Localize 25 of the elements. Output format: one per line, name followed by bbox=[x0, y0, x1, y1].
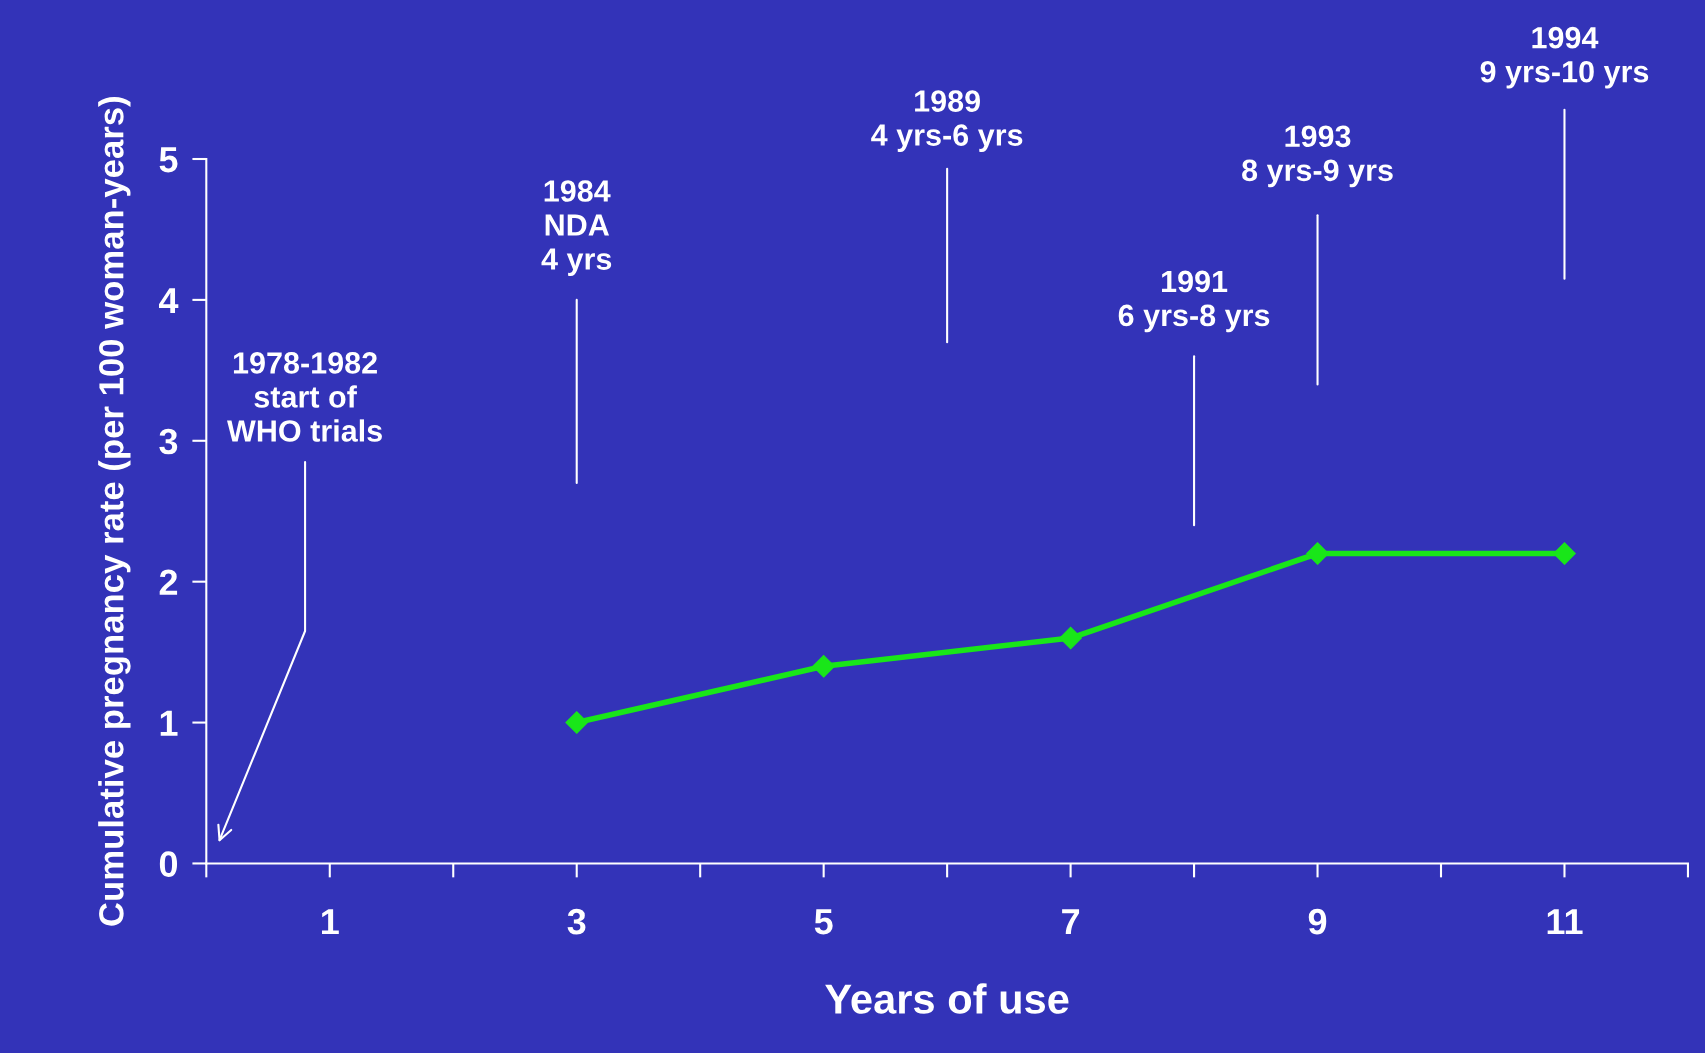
text: 1994 9 yrs-10 yrs bbox=[1480, 26, 1649, 89]
y-tick-label: 1 bbox=[160, 710, 178, 736]
point bbox=[1059, 626, 1082, 650]
annotation: 1993 8 yrs-9 yrs bbox=[1242, 125, 1393, 188]
x-tick-label: 9 bbox=[1308, 908, 1327, 935]
y-axis-title: Cumulative pregnancy rate (per 100 woman-years) bbox=[98, 97, 131, 926]
x-axis-title: Years of use bbox=[825, 983, 1069, 1014]
annotation: 1991 6 yrs-8 yrs bbox=[1118, 270, 1270, 333]
y-tick-label: 4 bbox=[158, 288, 179, 313]
x-tick-label: 3 bbox=[567, 908, 586, 935]
annotation: 1984 NDA 4 yrs bbox=[541, 180, 612, 276]
x-tick-label: 1 bbox=[322, 909, 339, 935]
y-tick-label: 3 bbox=[159, 428, 178, 455]
y-tick-label: 0 bbox=[159, 851, 178, 877]
x-tick-label: 7 bbox=[1062, 909, 1080, 935]
annotation: 1978-1982 start of WHO trials bbox=[227, 352, 382, 442]
point bbox=[1553, 542, 1576, 565]
y-tick-label: 5 bbox=[159, 147, 178, 173]
x-tick-label: 5 bbox=[814, 909, 833, 935]
point bbox=[1306, 542, 1329, 565]
y-tick-label: 2 bbox=[159, 569, 178, 595]
point bbox=[565, 711, 589, 734]
x-tick-label: 11 bbox=[1547, 909, 1583, 935]
point bbox=[812, 654, 835, 678]
text: 1989 4 yrs-6 yrs bbox=[871, 90, 1023, 152]
